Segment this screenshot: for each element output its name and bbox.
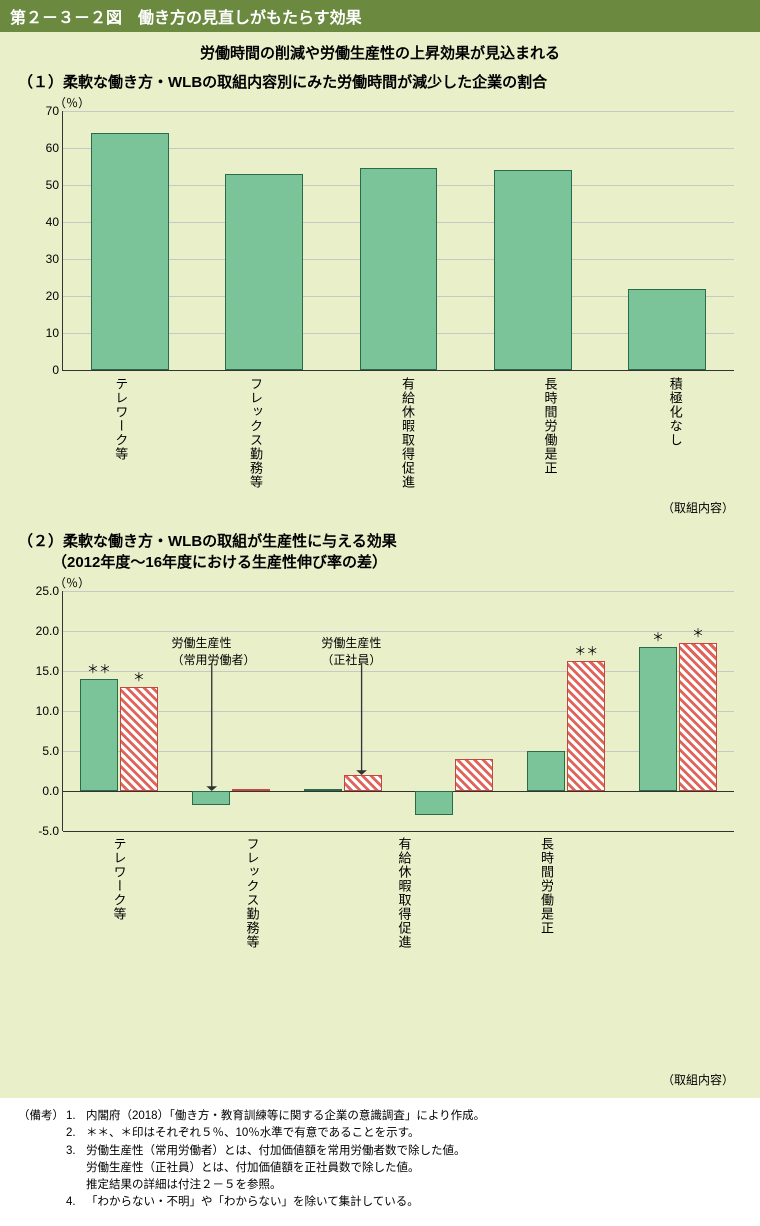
y-tick: 25.0 <box>27 584 59 598</box>
callout-label: 労働生産性（正社員） <box>321 634 381 668</box>
bar <box>304 789 342 791</box>
x-label: テレワーク等 <box>111 377 130 489</box>
note-text: ＊＊、＊印はそれぞれ５％、10％水準で有意であることを示す。 <box>86 1125 742 1142</box>
y-tick: 15.0 <box>27 664 59 678</box>
y-tick: 10 <box>27 326 59 340</box>
chart1-xaxis-caption: （取組内容） <box>0 495 760 526</box>
note-text: 「わからない・不明」や「わからない」を除いて集計している。 <box>86 1194 742 1211</box>
bar <box>225 174 303 370</box>
x-label: 長時間労働是正 <box>537 837 556 1061</box>
y-tick: 10.0 <box>27 704 59 718</box>
y-tick: 40 <box>27 215 59 229</box>
bar <box>360 168 438 370</box>
chart2-title: （２）柔軟な働き方・WLBの取組が生産性に与える効果 （2012年度～16年度に… <box>0 526 760 574</box>
y-tick: 60 <box>27 141 59 155</box>
chart1-ylabel: （％） <box>0 94 760 111</box>
significance-star: ＊＊ <box>80 660 118 677</box>
bar <box>567 661 605 791</box>
chart2-container: -5.00.05.010.015.020.025.0＊＊＊＊＊＊＊労働生産性（常… <box>0 591 760 1067</box>
y-tick: 0 <box>27 363 59 377</box>
x-label: フレックス勤務等 <box>246 377 265 489</box>
chart1-title: （１）柔軟な働き方・WLBの取組内容別にみた労働時間が減少した企業の割合 <box>0 67 760 94</box>
y-tick: 30 <box>27 252 59 266</box>
x-label: 有給休暇取得促進 <box>395 837 414 1061</box>
bar <box>455 759 493 791</box>
figure-header: 第２－３－２図 働き方の見直しがもたらす効果 <box>0 0 760 32</box>
bar <box>91 133 169 370</box>
significance-star: ＊ <box>679 624 717 641</box>
chart2-plot: -5.00.05.010.015.020.025.0＊＊＊＊＊＊＊労働生産性（常… <box>62 591 734 831</box>
y-tick: 5.0 <box>27 744 59 758</box>
significance-star: ＊ <box>639 628 677 645</box>
significance-star: ＊ <box>120 668 158 685</box>
x-label: 長時間労働是正 <box>541 377 560 489</box>
notes: （備考）1.内閣府（2018）「働き方・教育訓練等に関する企業の意識調査」により… <box>0 1098 760 1226</box>
note-text: 内閣府（2018）「働き方・教育訓練等に関する企業の意識調査」により作成。 <box>86 1108 742 1125</box>
bar <box>639 647 677 791</box>
y-tick: 20 <box>27 289 59 303</box>
chart1-container: 010203040506070 テレワーク等 フレックス勤務等 有給休暇取得促進 長時… <box>0 111 760 495</box>
chart2-title-sub: （2012年度～16年度における生産性伸び率の差） <box>18 551 742 572</box>
bar <box>679 643 717 791</box>
x-label: テレワーク等及びフレックス勤務等 <box>756 837 760 1061</box>
chart2-title-main: （２）柔軟な働き方・WLBの取組が生産性に与える効果 <box>18 533 397 550</box>
chart2-ylabel: （％） <box>0 574 760 591</box>
note-text: 労働生産性（正社員）とは、付加価値額を正社員数で除した値。 <box>86 1160 742 1177</box>
bar <box>120 687 158 791</box>
chart1-plot: 010203040506070 <box>62 111 734 371</box>
callout-label: 労働生産性（常用労働者） <box>171 634 255 668</box>
x-label: フレックス勤務等 <box>243 837 262 1061</box>
chart1-xlabels: テレワーク等 フレックス勤務等 有給休暇取得促進 長時間労働是正 積極化なし <box>62 371 734 489</box>
y-tick: 20.0 <box>27 624 59 638</box>
bar <box>192 791 230 805</box>
note-text: 労働生産性（常用労働者）とは、付加価値額を常用労働者数で除した値。 <box>86 1143 742 1160</box>
bar <box>628 289 706 370</box>
y-tick: 0.0 <box>27 784 59 798</box>
chart2-xaxis-caption: （取組内容） <box>0 1067 760 1098</box>
note-text: 推定結果の詳細は付注２－５を参照。 <box>86 1177 742 1194</box>
bar <box>80 679 118 791</box>
bar <box>494 170 572 370</box>
significance-star: ＊＊ <box>567 642 605 659</box>
x-label: 有給休暇取得促進 <box>398 377 417 489</box>
x-label: 積極化なし <box>666 377 685 489</box>
x-label: テレワーク等 <box>110 837 129 1061</box>
bar <box>232 789 270 791</box>
bar <box>527 751 565 791</box>
bar <box>415 791 453 815</box>
y-tick: -5.0 <box>27 824 59 838</box>
bar <box>344 775 382 791</box>
chart2-xlabels: テレワーク等フレックス勤務等有給休暇取得促進長時間労働是正テレワーク等及びフレッ… <box>62 831 734 1061</box>
y-tick: 70 <box>27 104 59 118</box>
figure-subtitle: 労働時間の削減や労働生産性の上昇効果が見込まれる <box>0 32 760 67</box>
y-tick: 50 <box>27 178 59 192</box>
